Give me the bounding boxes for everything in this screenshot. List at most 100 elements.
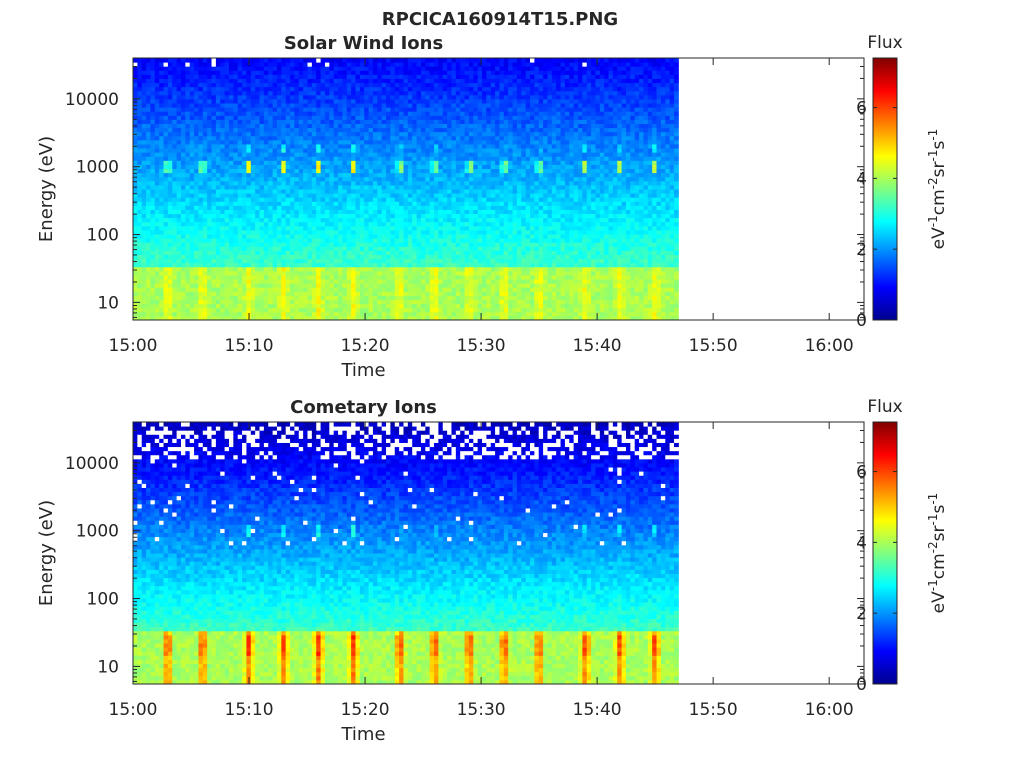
heatmap-cell [420, 229, 426, 235]
heatmap-cell [133, 62, 138, 67]
heatmap-cell [434, 58, 439, 63]
heatmap-cell [246, 131, 252, 137]
heatmap-cell [333, 299, 339, 305]
heatmap-cell [307, 94, 313, 100]
heatmap-cell [202, 254, 208, 260]
heatmap-cell [394, 82, 400, 88]
heatmap-cell [176, 156, 182, 161]
heatmap-cell [359, 193, 365, 198]
heatmap-cell [420, 291, 426, 296]
heatmap-cell [133, 115, 138, 120]
heatmap-cell [228, 217, 234, 223]
heatmap-cell [259, 242, 265, 247]
heatmap-cell [198, 62, 204, 67]
heatmap-cell [320, 201, 326, 206]
heatmap-cell [246, 225, 252, 231]
heatmap-cell [316, 283, 322, 288]
heatmap-cell [311, 172, 317, 178]
heatmap-cell [290, 152, 295, 157]
heatmap-cell [368, 184, 374, 190]
heatmap-cell [359, 307, 365, 313]
heatmap-cell [351, 221, 356, 227]
heatmap-cell [464, 98, 470, 104]
heatmap-cell [167, 258, 173, 264]
heatmap-cell [272, 291, 278, 296]
heatmap-cell [403, 70, 409, 75]
heatmap-cell [141, 311, 147, 317]
heatmap-cell [176, 123, 182, 129]
heatmap-cell [447, 287, 452, 292]
heatmap-cell [259, 131, 265, 137]
heatmap-cell [242, 213, 247, 219]
heatmap-cell [242, 274, 247, 280]
heatmap-cell [407, 62, 413, 67]
heatmap-cell [137, 180, 143, 186]
heatmap-cell [329, 62, 335, 67]
heatmap-cell [215, 201, 221, 206]
heatmap-cell [355, 66, 361, 71]
heatmap-cell [438, 311, 444, 317]
heatmap-cell [447, 86, 452, 92]
heatmap-cell [194, 90, 199, 96]
heatmap-cell [237, 131, 243, 137]
heatmap-cell [338, 262, 343, 268]
heatmap-cell [281, 107, 287, 112]
heatmap-cell [333, 168, 339, 174]
heatmap-cell [407, 135, 413, 141]
heatmap-cell [202, 82, 208, 88]
heatmap-cell [316, 262, 322, 268]
heatmap-cell [399, 303, 404, 309]
heatmap-cell [220, 82, 226, 88]
heatmap-cell [377, 111, 383, 116]
heatmap-cell [150, 234, 156, 239]
heatmap-cell [447, 189, 452, 194]
heatmap-cell [220, 189, 226, 194]
heatmap-cell [194, 66, 199, 71]
heatmap-cell [338, 82, 343, 88]
heatmap-cell [316, 279, 322, 284]
heatmap-cell [185, 123, 191, 129]
heatmap-cell [294, 164, 300, 170]
heatmap-cell [290, 254, 295, 260]
heatmap-cell [311, 107, 317, 112]
heatmap-cell [333, 213, 339, 219]
heatmap-cell [416, 291, 422, 296]
heatmap-cell [303, 287, 309, 292]
heatmap-cell [333, 295, 339, 301]
heatmap-cell [250, 160, 256, 165]
heatmap-cell [407, 111, 413, 116]
heatmap-cell [407, 209, 413, 215]
heatmap-cell [412, 160, 418, 165]
heatmap-cell [233, 201, 239, 206]
heatmap-cell [320, 234, 326, 239]
heatmap-cell [346, 311, 352, 317]
heatmap-cell [189, 274, 195, 280]
heatmap-cell [202, 139, 208, 145]
heatmap-cell [429, 270, 435, 276]
heatmap-cell [342, 90, 348, 96]
heatmap-cell [434, 135, 439, 141]
heatmap-cell [333, 201, 339, 206]
heatmap-cell [141, 254, 147, 260]
heatmap-cell [259, 311, 265, 317]
heatmap-cell [276, 176, 282, 182]
heatmap-cell [215, 274, 221, 280]
heatmap-cell [429, 172, 435, 178]
heatmap-cell [368, 291, 374, 296]
heatmap-cell [242, 258, 247, 264]
heatmap-cell [185, 221, 191, 227]
heatmap-cell [189, 217, 195, 223]
heatmap-cell [407, 103, 413, 108]
heatmap-cell [346, 139, 352, 145]
heatmap-cell [176, 143, 182, 149]
heatmap-cell [228, 283, 234, 288]
heatmap-cell [237, 229, 243, 235]
heatmap-cell [307, 229, 313, 235]
heatmap-cell [268, 274, 274, 280]
heatmap-cell [246, 234, 252, 239]
heatmap-cell [412, 90, 418, 96]
heatmap-cell [163, 209, 169, 215]
heatmap-cell [303, 283, 309, 288]
heatmap-cell [420, 250, 426, 255]
heatmap-cell [263, 135, 269, 141]
